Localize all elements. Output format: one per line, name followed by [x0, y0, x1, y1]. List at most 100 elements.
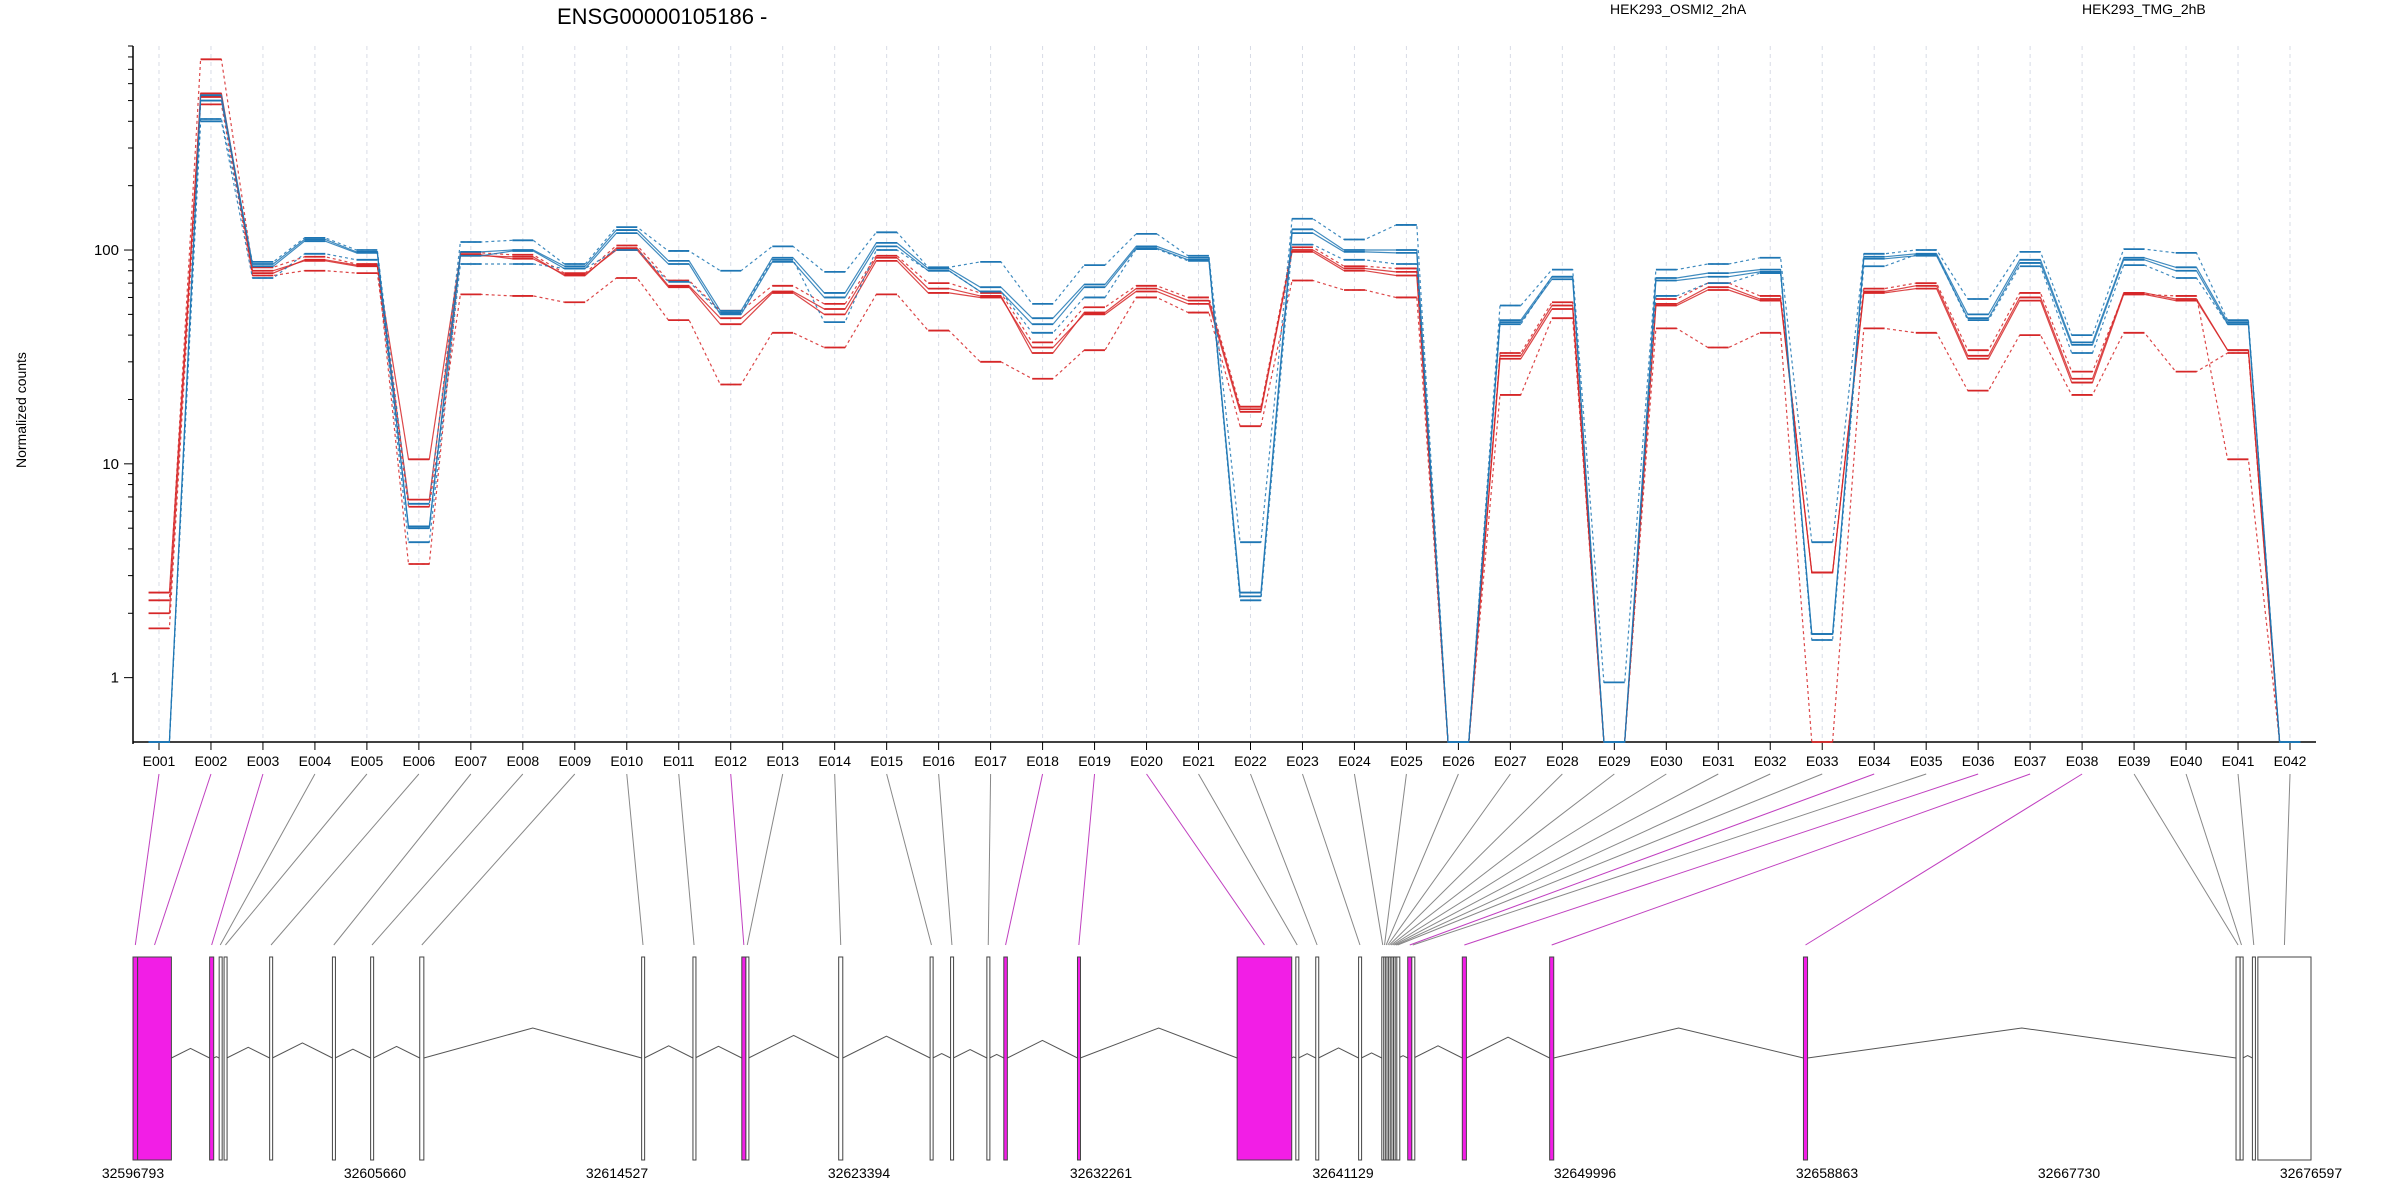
exon-E004	[218, 956, 223, 1161]
connector-E026	[1385, 773, 1459, 946]
exon-E022	[1315, 956, 1320, 1161]
intron	[644, 1045, 694, 1059]
genomic-tick-label: 32596793	[102, 1165, 165, 1181]
x-tick-label-E010: E010	[610, 753, 643, 769]
genomic-tick-label: 32632261	[1070, 1165, 1133, 1181]
connector-E042	[2283, 773, 2291, 946]
intron	[334, 1048, 371, 1059]
x-tick-label-E011: E011	[663, 753, 695, 769]
exon-E003	[209, 956, 215, 1161]
series-line	[148, 100, 2301, 743]
x-tick-label-E001: E001	[143, 753, 176, 769]
intron	[1413, 1045, 1463, 1059]
series-3	[148, 96, 2301, 743]
connector-E012	[730, 773, 745, 946]
x-tick-label-E021: E021	[1182, 753, 1215, 769]
intron	[694, 1045, 743, 1059]
x-tick-label-E032: E032	[1754, 753, 1787, 769]
chart-title: ENSG00000105186 -	[557, 4, 767, 29]
connector-E019	[1078, 773, 1096, 946]
y-axis-label: Normalized counts	[13, 352, 29, 468]
connector-E034	[1409, 773, 1875, 946]
series-8	[148, 120, 2301, 743]
connector-E018	[1005, 773, 1044, 946]
connector-E038	[1805, 773, 2083, 946]
intron	[932, 1053, 951, 1059]
genomic-tick-label: 32649996	[1554, 1165, 1617, 1181]
connector-E022	[1250, 773, 1318, 946]
legend-entry-series-a: HEK293_OSMI2_2hA	[1610, 1, 1747, 17]
connector-E017	[987, 773, 992, 946]
x-tick-label-E016: E016	[922, 753, 955, 769]
intron	[1361, 1052, 1383, 1059]
exon-E002	[137, 956, 172, 1161]
connector-E013	[746, 773, 784, 946]
connector-E032	[1395, 773, 1771, 946]
exon-E033	[1396, 956, 1401, 1161]
series-2	[148, 92, 2301, 743]
legend-entry-series-b: HEK293_TMG_2hB	[2082, 1, 2206, 17]
series-6	[148, 99, 2301, 743]
intron	[423, 1027, 642, 1059]
x-tick-label-E005: E005	[351, 753, 384, 769]
x-tick-label-E017: E017	[974, 753, 1007, 769]
x-tick-label-E027: E027	[1494, 753, 1527, 769]
x-tick-label-E018: E018	[1026, 753, 1059, 769]
genomic-tick-label: 32658863	[1796, 1165, 1859, 1181]
exon-E006	[269, 956, 274, 1161]
series-line	[148, 96, 2301, 743]
connector-E007	[333, 773, 472, 946]
intron	[989, 1053, 1005, 1059]
series-5	[148, 118, 2301, 743]
exon-E005	[223, 956, 228, 1161]
connector-E036	[1464, 773, 1979, 946]
x-tick-label-E022: E022	[1234, 753, 1267, 769]
x-tick-label-E028: E028	[1546, 753, 1579, 769]
series-line	[148, 103, 2301, 743]
x-tick-label-E033: E033	[1806, 753, 1839, 769]
series-7	[148, 94, 2301, 743]
intron	[842, 1035, 931, 1059]
series-line	[148, 118, 2301, 743]
x-tick-label-E014: E014	[818, 753, 851, 769]
exon-E017	[986, 956, 991, 1161]
x-tick-label-E015: E015	[870, 753, 903, 769]
connector-E016	[938, 773, 953, 946]
exon-E042	[2257, 956, 2312, 1161]
intron	[213, 1056, 220, 1059]
connector-E001	[134, 773, 160, 946]
gene-model	[132, 956, 2312, 1161]
exon-connectors	[134, 773, 2291, 946]
connector-E004	[219, 773, 316, 946]
exon-E009	[419, 956, 425, 1161]
exon-E020	[1236, 956, 1293, 1161]
intron	[953, 1049, 988, 1059]
exon-E023	[1358, 956, 1363, 1161]
x-tick-label-E038: E038	[2066, 753, 2099, 769]
x-tick-label-E037: E037	[2014, 753, 2047, 769]
intron	[748, 1034, 839, 1059]
connector-E010	[626, 773, 644, 946]
exon-E015	[929, 956, 934, 1161]
connector-E020	[1146, 773, 1265, 946]
intron	[272, 1042, 333, 1059]
connector-E015	[886, 773, 932, 946]
intron	[2242, 1055, 2253, 1059]
y-tick-label: 1	[111, 670, 119, 687]
title-group: ENSG00000105186 - HEK293_OSMI2_2hA HEK29…	[557, 1, 2206, 29]
y-axis: 1 10 100	[94, 45, 134, 744]
intron	[226, 1046, 270, 1059]
connector-E030	[1392, 773, 1667, 946]
intron	[171, 1047, 210, 1059]
exon-E037	[1549, 956, 1555, 1161]
exon-E014	[838, 956, 844, 1161]
x-tick-label-E013: E013	[766, 753, 799, 769]
connector-E014	[834, 773, 842, 946]
exon-E038	[1802, 956, 1809, 1161]
connector-E011	[678, 773, 695, 946]
intron	[1553, 1027, 1804, 1059]
x-tick-label-E026: E026	[1442, 753, 1475, 769]
connector-E025	[1384, 773, 1407, 946]
x-tick-label-E041: E041	[2222, 753, 2255, 769]
x-tick-label-E019: E019	[1078, 753, 1111, 769]
